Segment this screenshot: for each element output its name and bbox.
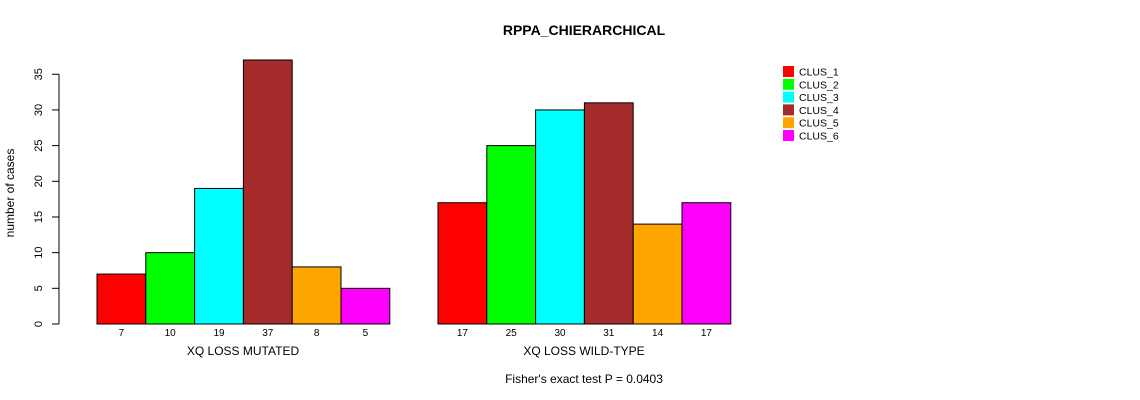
bar-clus-1	[96, 273, 147, 325]
bar-clus-4	[583, 102, 634, 325]
y-tick-label: 30	[33, 104, 45, 116]
y-axis: 0 5 10 15 20 25 30 35	[33, 68, 60, 327]
bar-group-2: 17 25 30 31 14 17	[437, 102, 732, 339]
legend-label: CLUS_4	[799, 105, 839, 117]
legend-swatch	[783, 104, 794, 116]
legend-label: CLUS_2	[799, 79, 839, 91]
y-tick-label: 35	[33, 68, 45, 80]
group-label-2: XQ LOSS WILD-TYPE	[523, 344, 644, 358]
bar-count-label: 25	[506, 328, 518, 339]
legend-swatch	[783, 117, 794, 129]
bar-count-label: 30	[554, 328, 566, 339]
bar-clus-2	[145, 252, 196, 325]
y-tick-label: 10	[33, 247, 45, 259]
bar-count-label: 31	[603, 328, 615, 339]
y-tick-label: 5	[33, 285, 45, 291]
bar-clus-4	[242, 59, 293, 325]
fisher-test-footnote: Fisher's exact test P = 0.0403	[505, 372, 663, 386]
bar-clus-6	[681, 202, 732, 325]
bar-clus-5	[291, 266, 342, 325]
bar-count-label: 19	[213, 328, 225, 339]
bar-count-label: 5	[363, 328, 369, 339]
group-label-1: XQ LOSS MUTATED	[187, 344, 300, 358]
bar-count-label: 17	[701, 328, 713, 339]
bar-clus-1	[437, 202, 488, 325]
legend-swatch	[783, 130, 794, 141]
bar-clus-3	[535, 109, 585, 325]
y-tick-label: 20	[33, 175, 45, 187]
bar-count-label: 8	[314, 328, 320, 339]
bar-count-label: 17	[457, 328, 469, 339]
bar-clus-2	[486, 145, 537, 325]
legend-label: CLUS_6	[799, 131, 839, 143]
legend-swatch	[783, 91, 794, 103]
y-tick-label: 15	[33, 211, 45, 223]
legend-swatch	[783, 78, 794, 90]
y-tick-label: 0	[33, 321, 45, 327]
bar-clus-5	[632, 223, 683, 325]
bar-clus-6	[340, 287, 391, 325]
bar-count-label: 14	[652, 328, 664, 339]
bar-clus-3	[194, 187, 244, 325]
legend-swatch	[783, 66, 794, 77]
y-tick-label: 25	[33, 139, 45, 151]
bar-count-label: 7	[119, 328, 125, 339]
legend-label: CLUS_5	[799, 118, 839, 130]
bar-count-label: 37	[262, 328, 274, 339]
bar-group-1: 7 10 19 37 8 5	[96, 59, 391, 339]
chart-title: RPPA_CHIERARCHICAL	[503, 22, 666, 38]
y-axis-label: number of cases	[3, 149, 17, 238]
legend-label: CLUS_3	[799, 92, 839, 104]
legend-label: CLUS_1	[799, 67, 839, 79]
bar-count-label: 10	[165, 328, 177, 339]
